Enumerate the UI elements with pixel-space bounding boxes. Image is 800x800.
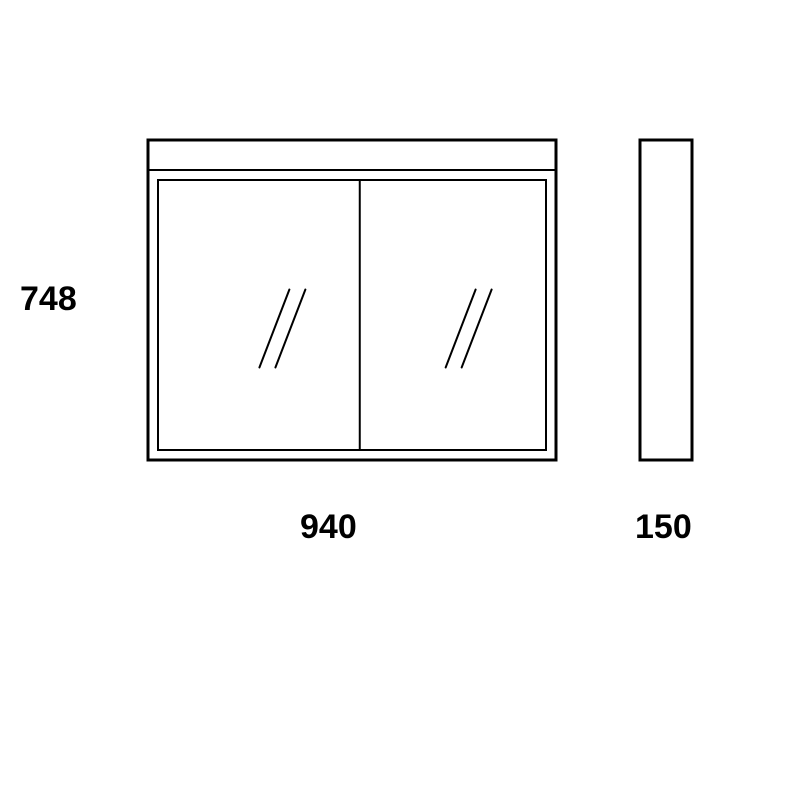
technical-drawing-svg: [0, 0, 800, 800]
diagram-stage: 748 940 150: [0, 0, 800, 800]
dimension-depth-label: 150: [635, 510, 692, 544]
dimension-height-label: 748: [20, 282, 77, 316]
dimension-width-label: 940: [300, 510, 357, 544]
